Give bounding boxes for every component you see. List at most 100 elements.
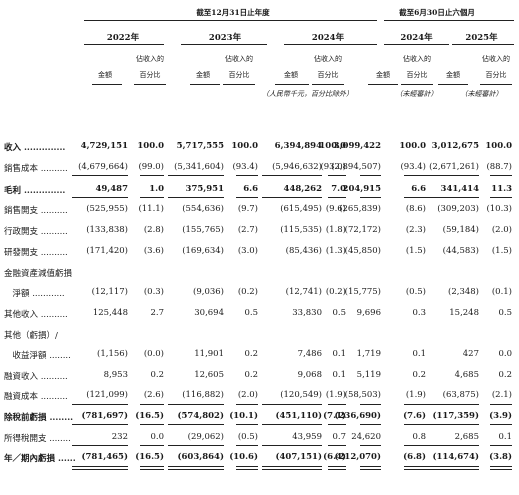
amount-cell: (2,671,261) [429,162,479,172]
percent-cell: (11.1) [138,204,164,214]
subtotal-rule [168,404,224,405]
row-label: 其他收入 .......... [4,310,68,320]
subtotal-rule [262,404,322,405]
col-pct-2023-l1: 佔收入的 [225,55,253,63]
row-label: 行政開支 .......... [4,227,68,237]
percent-cell: (3.0) [237,246,258,256]
percent-cell: (2.7) [237,225,258,235]
percent-cell: (2.0) [491,225,512,235]
percent-cell: 0.2 [150,370,164,380]
subtotal-rule [490,197,512,198]
col-amount-2022: 金額 [98,71,112,79]
period-header-6m: 截至6月30日止六個月 [399,8,475,17]
percent-cell: 0.1 [332,349,346,359]
percent-cell: 0.2 [244,349,258,359]
total-double-rule [262,466,322,470]
subtotal-rule [490,424,512,425]
sub-rule [134,84,166,85]
period-header-fy: 截至12月31日止年度 [196,8,270,17]
amount-cell: 9,068 [297,370,322,380]
percent-cell: 0.0 [498,349,512,359]
sub-rule [275,84,309,85]
unaudited-note-2024: （未經審計） [395,90,438,98]
percent-cell: (9.6) [325,204,346,214]
table-row: 研發開支 .......... (171,420) (3.6) (169,634) (3… [0,246,519,261]
year-rule-2023 [181,44,267,45]
total-double-rule [360,466,381,470]
year-2024: 2024年 [311,33,345,43]
amount-cell: 125,448 [92,308,128,318]
subtotal-rule [236,175,258,176]
percent-cell: (0.5) [237,432,258,442]
percent-cell: 100.0 [485,141,512,151]
subtotal-rule [420,445,479,446]
subtotal-rule [236,197,258,198]
amount-cell: (169,634) [182,246,224,256]
amount-cell: 2,685 [454,432,479,442]
amount-cell: (121,099) [86,390,128,400]
subtotal-rule [236,404,258,405]
col-amount-2024: 金額 [284,71,298,79]
amount-cell: 5,717,555 [176,141,224,151]
table-row: 其他（虧損）/ [0,329,519,344]
sub-rule [92,84,122,85]
col-amount-2023: 金額 [196,71,210,79]
amount-cell: (72,172) [344,225,381,235]
percent-cell: (88.7) [486,162,512,172]
year-rule-2024-6m [384,44,449,45]
amount-cell: 341,414 [440,184,479,194]
row-label: 融資成本 .......... [4,392,68,402]
amount-cell: (133,838) [86,225,128,235]
percent-cell: 100.0 [319,141,346,151]
subtotal-rule [262,424,322,425]
unaudited-note-2025: （未經審計） [460,90,503,98]
percent-cell: (1.5) [491,246,512,256]
amount-cell: (45,850) [344,246,381,256]
col-pct-2024-6m-l2: 百分比 [406,71,428,79]
percent-cell: 100.0 [137,141,164,151]
percent-cell: 0.5 [244,308,258,318]
percent-cell: (2.8) [143,225,164,235]
amount-cell: (407,151) [275,452,323,462]
percent-cell: (3.6) [143,246,164,256]
subtotal-rule [168,445,224,446]
subtotal-rule [404,404,426,405]
percent-cell: 11.3 [491,184,512,194]
subtotal-rule [328,404,346,405]
subtotal-rule [262,175,322,176]
amount-cell: (12,741) [285,287,322,297]
subtotal-rule [420,424,479,425]
percent-cell: 0.1 [332,370,346,380]
amount-cell: (554,636) [182,204,224,214]
amount-cell: (4,679,664) [78,162,128,172]
percent-cell: (2.6) [143,390,164,400]
percent-cell: (10.1) [229,411,258,421]
percent-cell: (1.9) [325,390,346,400]
percent-cell: 0.3 [412,308,426,318]
header-rule-fy [84,20,377,21]
total-double-rule [236,466,258,470]
table-row: 其他收入 .......... 125,448 2.7 30,694 0.5 33,830… [0,308,519,323]
amount-cell: (615,495) [280,204,322,214]
sub-rule [480,84,512,85]
amount-cell: 24,620 [351,432,381,442]
percent-cell: 2.7 [150,308,164,318]
percent-cell: 6.6 [243,184,258,194]
amount-cell: 7,486 [297,349,322,359]
col-pct-2025-6m-l2: 百分比 [485,71,507,79]
percent-cell: (10.6) [229,452,258,462]
subtotal-rule [360,424,381,425]
table-row: 銷售開支 .......... (525,955) (11.1) (554,636) (… [0,204,519,219]
amount-cell: (2,348) [448,287,479,297]
amount-cell: (1,156) [97,349,128,359]
amount-cell: 204,915 [342,184,381,194]
subtotal-rule [360,404,381,405]
amount-cell: (781,465) [81,452,129,462]
col-pct-2025-6m-l1: 佔收入的 [482,55,510,63]
year-rule-2022 [84,44,164,45]
col-pct-2024-l2: 百分比 [317,71,339,79]
subtotal-rule [490,404,512,405]
subtotal-rule [140,404,164,405]
row-label: 收入 .............. [4,143,66,153]
row-label: 融資收入 .......... [4,372,68,382]
